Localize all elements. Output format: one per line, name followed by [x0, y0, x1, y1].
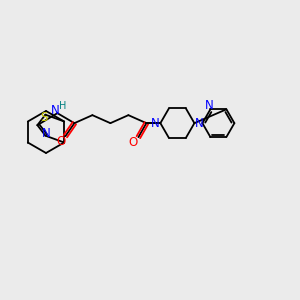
Text: N: N	[205, 99, 214, 112]
Text: O: O	[129, 136, 138, 149]
Text: O: O	[57, 135, 66, 148]
Text: N: N	[151, 117, 160, 130]
Text: H: H	[59, 101, 66, 111]
Text: S: S	[41, 111, 48, 124]
Text: N: N	[51, 104, 60, 117]
Text: N: N	[195, 117, 204, 130]
Text: N: N	[42, 127, 51, 140]
